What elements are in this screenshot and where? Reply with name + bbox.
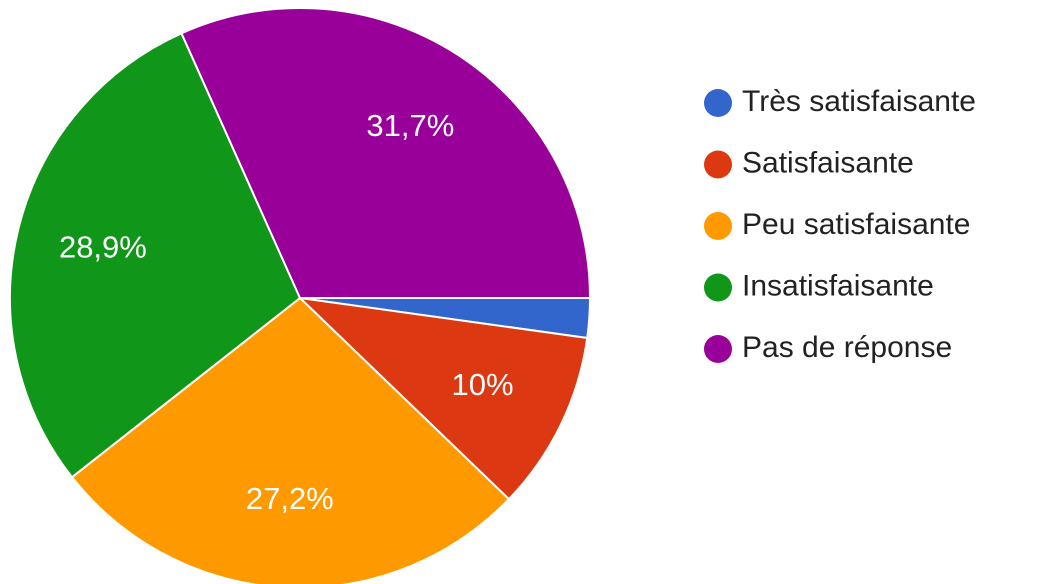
legend-marker <box>704 335 732 363</box>
legend-marker <box>704 150 732 179</box>
pie-slice <box>180 7 592 299</box>
legend-marker <box>704 273 732 302</box>
legend-marker <box>704 89 732 117</box>
pie-slice <box>9 31 302 479</box>
slice-label: 10% <box>452 367 514 402</box>
slice-label: 28,9% <box>59 230 147 265</box>
pie-slice <box>70 296 511 584</box>
legend-label: Insatisfaisante <box>742 269 934 302</box>
slice-label: 31,7% <box>366 108 454 143</box>
slice-label: 27,2% <box>246 481 334 516</box>
legend-label: Très satisfaisante <box>742 85 976 118</box>
legend-marker <box>704 212 732 240</box>
legend-label: Peu satisfaisante <box>742 208 970 241</box>
legend-label: Satisfaisante <box>742 146 914 179</box>
pie-slice <box>297 296 589 501</box>
legend-label: Pas de réponse <box>742 331 952 364</box>
